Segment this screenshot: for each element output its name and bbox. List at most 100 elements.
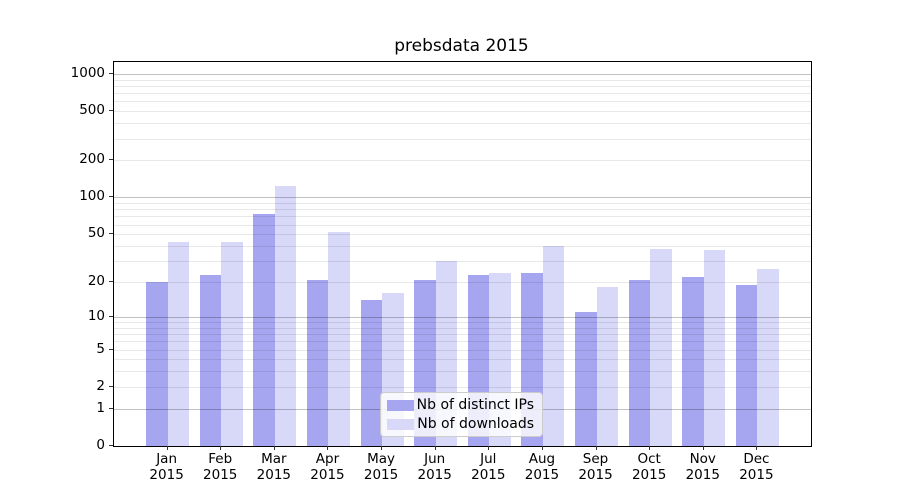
x-tick-month: Jan: [156, 451, 178, 467]
gridline-y-90: [114, 203, 811, 205]
y-tick-label-200: 200: [79, 151, 105, 168]
y-tick-mark-20: [109, 281, 113, 283]
bar-distinct-ips-nov: [682, 277, 704, 446]
x-tick-mark-jan: [166, 446, 168, 450]
gridline-y-900: [114, 79, 811, 81]
x-tick-year: 2015: [256, 466, 292, 483]
gridline-y-300: [114, 138, 811, 140]
y-tick-label-100: 100: [79, 188, 105, 205]
y-tick-label-500: 500: [79, 102, 105, 119]
gridline-y-60: [114, 224, 811, 226]
x-tick-mark-nov: [702, 446, 704, 450]
x-tick-month: Apr: [315, 451, 340, 467]
y-tick-mark-0: [109, 445, 113, 446]
x-tick-month: Nov: [689, 451, 716, 467]
legend-row-downloads: Nb of downloads: [387, 415, 534, 432]
y-tick-label-20: 20: [87, 273, 105, 290]
y-tick-mark-1000: [109, 72, 113, 74]
x-tick-year: 2015: [149, 466, 184, 483]
x-tick-mark-apr: [327, 446, 329, 450]
gridline-y-400: [114, 123, 811, 125]
gridline-y-50: [114, 234, 811, 236]
bar-distinct-ips-dec: [735, 284, 758, 446]
y-tick-label-1: 1: [96, 399, 105, 416]
y-tick-mark-2: [109, 385, 113, 387]
x-tick-label-apr: Apr 2015: [297, 451, 357, 483]
y-tick-mark-10: [109, 315, 113, 317]
bar-distinct-ips-mar: [253, 214, 275, 446]
x-tick-mark-jun: [434, 446, 436, 450]
x-tick-month: Feb: [208, 451, 233, 467]
x-tick-label-may: May 2015: [351, 451, 411, 483]
x-tick-year: 2015: [524, 466, 560, 483]
bar-downloads-mar: [274, 185, 297, 446]
gridline-y-500: [114, 111, 811, 113]
y-tick-label-2: 2: [96, 377, 105, 394]
x-tick-label-aug: Aug 2015: [512, 451, 572, 483]
chart-title: prebsdata 2015: [394, 36, 529, 56]
x-tick-year: 2015: [363, 466, 399, 483]
bar-downloads-dec: [757, 268, 779, 446]
legend-label-downloads: Nb of downloads: [417, 415, 534, 432]
bar-downloads-oct: [650, 248, 672, 446]
legend-swatch-distinct-ips: [387, 399, 414, 411]
x-tick-mark-sep: [595, 446, 597, 450]
bar-distinct-ips-apr: [306, 279, 329, 446]
gridline-y-70: [114, 216, 811, 218]
gridline-y-100: [114, 197, 811, 199]
bar-distinct-ips-may: [360, 300, 383, 446]
x-tick-label-sep: Sep 2015: [566, 451, 626, 483]
y-tick-label-1000: 1000: [70, 64, 105, 81]
y-tick-mark-500: [109, 110, 113, 112]
bar-downloads-aug: [542, 246, 565, 446]
bar-distinct-ips-oct: [628, 279, 651, 446]
y-tick-mark-5: [109, 348, 113, 350]
x-tick-month: Jul: [480, 451, 497, 467]
gridline-y-800: [114, 85, 811, 87]
y-tick-mark-1: [109, 407, 113, 409]
x-tick-mark-jul: [488, 446, 490, 450]
gridline-y-1000: [114, 73, 811, 75]
legend: Nb of distinct IPs Nb of downloads: [380, 392, 543, 437]
x-tick-label-oct: Oct 2015: [619, 451, 679, 483]
gridline-y-80: [114, 209, 811, 211]
gridline-y-700: [114, 93, 811, 95]
x-tick-year: 2015: [578, 466, 613, 483]
x-tick-mark-dec: [756, 446, 758, 450]
bar-downloads-apr: [328, 232, 350, 446]
bar-distinct-ips-feb: [199, 274, 222, 446]
x-tick-month: Mar: [261, 451, 287, 467]
x-tick-year: 2015: [685, 466, 720, 483]
x-tick-month: Sep: [582, 451, 609, 467]
bar-distinct-ips-sep: [575, 312, 597, 446]
bar-distinct-ips-jan: [146, 282, 168, 446]
x-tick-label-feb: Feb 2015: [190, 451, 250, 483]
legend-row-distinct-ips: Nb of distinct IPs: [387, 396, 534, 413]
x-tick-year: 2015: [417, 466, 452, 483]
y-tick-mark-100: [109, 196, 113, 198]
gridline-y-600: [114, 101, 811, 103]
x-tick-month: Aug: [528, 451, 556, 467]
x-tick-year: 2015: [739, 466, 774, 483]
gridline-y-200: [114, 160, 811, 162]
y-tick-label-50: 50: [87, 225, 105, 242]
bar-downloads-feb: [221, 242, 243, 446]
x-tick-label-nov: Nov 2015: [673, 451, 733, 483]
legend-label-distinct-ips: Nb of distinct IPs: [416, 396, 534, 413]
bar-downloads-sep: [596, 287, 619, 446]
y-tick-label-10: 10: [87, 307, 105, 324]
x-tick-month: Dec: [743, 451, 770, 467]
y-tick-mark-200: [109, 159, 113, 161]
x-tick-month: Jun: [424, 451, 446, 467]
x-tick-month: May: [367, 451, 396, 467]
plot-area: [113, 61, 812, 447]
x-tick-year: 2015: [310, 466, 345, 483]
x-tick-label-dec: Dec 2015: [726, 451, 786, 483]
x-tick-year: 2015: [631, 466, 667, 483]
x-tick-label-jun: Jun 2015: [405, 451, 465, 483]
x-tick-label-mar: Mar 2015: [244, 451, 304, 483]
bar-downloads-jan: [167, 242, 190, 446]
x-tick-year: 2015: [471, 466, 506, 483]
x-tick-year: 2015: [203, 466, 238, 483]
